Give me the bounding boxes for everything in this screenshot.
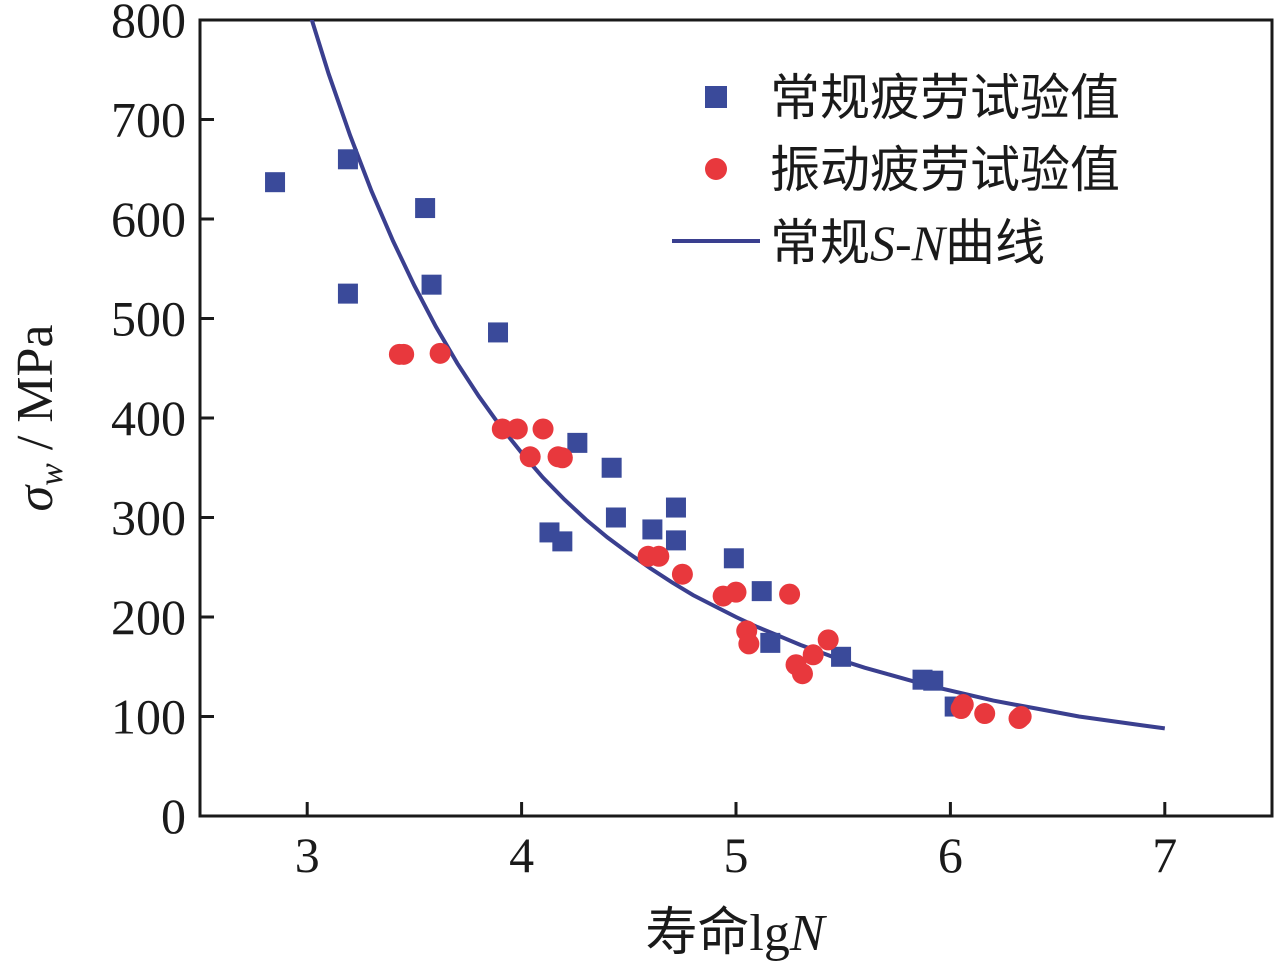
legend: 常规疲劳试验值 振动疲劳试验值 常规S-N曲线: [672, 70, 1120, 271]
y-axis-title: σw / MPa: [7, 324, 70, 511]
conventional-test-point: [265, 172, 286, 193]
x-axis-title: 寿命lgN: [645, 904, 827, 962]
y-tick-label: 700: [111, 92, 186, 148]
y-tick-label: 500: [111, 291, 186, 347]
conventional-test-point: [488, 322, 509, 343]
conventional-test-point: [415, 198, 436, 219]
y-tick-label: 400: [111, 390, 186, 446]
y-tick-label: 0: [161, 788, 186, 844]
vibration-test-point: [671, 563, 693, 585]
y-axis: 0 100 200 300 400 500 600 700 800: [111, 0, 214, 844]
conventional-test-point: [760, 632, 781, 653]
y-tick-label: 200: [111, 589, 186, 645]
x-tick-label: 4: [509, 827, 534, 883]
legend-label-vibration: 振动疲劳试验值: [770, 142, 1120, 198]
x-tick-label: 6: [938, 827, 963, 883]
y-tick-label: 800: [111, 0, 186, 48]
vibration-test-point: [779, 583, 801, 605]
vibration-test-point: [817, 629, 839, 651]
y-tick-label: 100: [111, 689, 186, 745]
vibration-test-point: [802, 644, 824, 666]
conventional-test-point: [567, 432, 588, 453]
conventional-test-point: [665, 530, 686, 551]
y-tick-label: 600: [111, 191, 186, 247]
series-layer: [265, 20, 1166, 731]
conventional-test-point: [337, 283, 358, 304]
legend-marker-square: [705, 86, 727, 108]
legend-marker-circle: [705, 158, 727, 180]
conventional-test-point: [421, 274, 442, 295]
vibration-test-point: [648, 545, 670, 567]
vibration-test-point: [1010, 706, 1032, 727]
vibration-test-point: [738, 633, 760, 655]
x-tick-label: 5: [724, 827, 749, 883]
conventional-test-point: [831, 646, 852, 667]
vibration-test-point: [506, 418, 528, 440]
vibration-test-point: [532, 418, 554, 440]
x-tick-label: 3: [295, 827, 320, 883]
conventional-test-point: [337, 149, 358, 170]
vibration-test-point: [974, 703, 996, 725]
vibration-test-point: [791, 663, 813, 685]
vibration-test-point: [725, 581, 747, 603]
vibration-test-point: [393, 343, 415, 365]
legend-label-sn-curve: 常规S-N曲线: [770, 215, 1045, 271]
vibration-test-point: [551, 447, 573, 469]
conventional-test-point: [665, 497, 686, 518]
conventional-test-point: [601, 457, 622, 478]
x-tick-label: 7: [1152, 827, 1177, 883]
plot-frame: [198, 18, 1274, 818]
legend-label-conventional: 常规疲劳试验值: [770, 70, 1120, 126]
x-axis: 3 4 5 6 7: [295, 802, 1177, 883]
vibration-test-point: [491, 418, 513, 440]
vibration-test-point: [952, 694, 974, 716]
y-tick-label: 300: [111, 490, 186, 546]
conventional-test-point: [923, 670, 944, 691]
conventional-test-point: [552, 531, 573, 552]
vibration-test-point: [519, 446, 541, 468]
conventional-test-point: [642, 519, 663, 540]
vibration-test-point: [429, 342, 451, 364]
conventional-test-point: [723, 548, 744, 569]
conventional-test-point: [751, 581, 772, 602]
conventional-test-point: [605, 507, 626, 528]
